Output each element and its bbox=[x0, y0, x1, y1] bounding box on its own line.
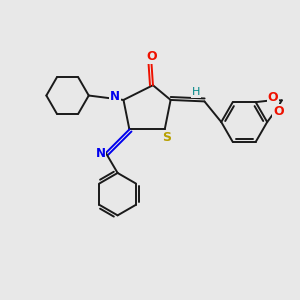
Text: H: H bbox=[191, 87, 200, 97]
Text: O: O bbox=[146, 50, 157, 63]
Text: S: S bbox=[162, 131, 171, 144]
Text: N: N bbox=[95, 147, 106, 160]
Text: N: N bbox=[110, 91, 120, 103]
Text: O: O bbox=[268, 91, 278, 104]
Text: O: O bbox=[273, 105, 284, 119]
